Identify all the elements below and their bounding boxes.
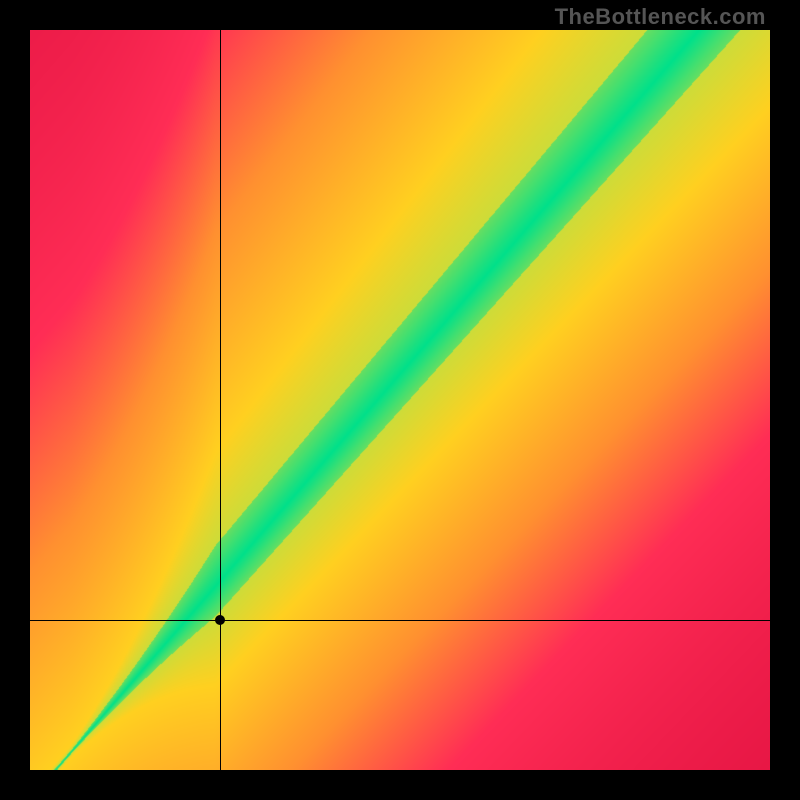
heatmap-plot-area bbox=[30, 30, 770, 770]
watermark-label: TheBottleneck.com bbox=[555, 4, 766, 30]
heatmap-canvas bbox=[30, 30, 770, 770]
crosshair-vertical bbox=[220, 30, 221, 770]
selection-marker-dot bbox=[215, 615, 225, 625]
crosshair-horizontal bbox=[30, 620, 770, 621]
